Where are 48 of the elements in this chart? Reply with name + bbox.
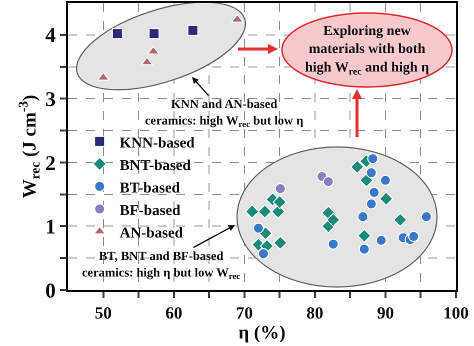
- point: [273, 236, 288, 250]
- point: [258, 204, 272, 219]
- point: [350, 160, 364, 174]
- point: [366, 198, 377, 210]
- point: [112, 28, 123, 40]
- legend-label: AN-based: [120, 225, 184, 242]
- point: [322, 176, 334, 188]
- point: [367, 153, 378, 164]
- annotation: Exploring new materials with both high W$_{rec}$ and high η: [305, 24, 430, 78]
- point: [148, 28, 160, 40]
- point: [376, 234, 387, 246]
- point: [379, 192, 394, 206]
- x-tick-label: 60: [165, 303, 182, 322]
- point: [272, 194, 287, 209]
- point: [420, 211, 432, 222]
- point: [368, 186, 380, 198]
- point: [366, 167, 377, 178]
- y-tick-label: 0: [45, 278, 56, 302]
- point: [380, 174, 391, 186]
- legend-label: BT-based: [120, 180, 181, 196]
- point: [274, 183, 286, 194]
- x-tick-label: 50: [94, 303, 112, 322]
- point: [408, 230, 420, 242]
- point: [326, 212, 340, 227]
- legend-label: KNN-based: [120, 135, 196, 152]
- x-tick-label: 70: [236, 303, 253, 322]
- point: [252, 222, 264, 234]
- y-tick-label: 4: [45, 23, 56, 48]
- point: [357, 228, 372, 243]
- x-tick-label: 100: [443, 303, 469, 322]
- legend-label: BNT-based: [120, 158, 192, 174]
- annotation: KNN and AN-based ceramics: high W$_{rec}$ but low η: [145, 97, 304, 129]
- y-tick-label: 2: [45, 150, 56, 175]
- point: [328, 238, 339, 250]
- y-tick-label: 1: [45, 214, 56, 239]
- point: [258, 248, 269, 260]
- x-tick-label: 90: [376, 303, 394, 322]
- point: [358, 244, 370, 255]
- point: [393, 212, 408, 227]
- point: [187, 24, 198, 36]
- legend-label: BF-based: [120, 202, 182, 219]
- point: [357, 211, 368, 222]
- point: [245, 204, 260, 219]
- x-axis-title: η (%): [238, 322, 286, 344]
- point: [359, 173, 374, 188]
- y-tick-label: 3: [45, 87, 56, 112]
- annotation: BT, BNT and BF-based ceramics: high η but low W$_{rec}$: [82, 249, 240, 281]
- x-tick-label: 80: [306, 303, 324, 322]
